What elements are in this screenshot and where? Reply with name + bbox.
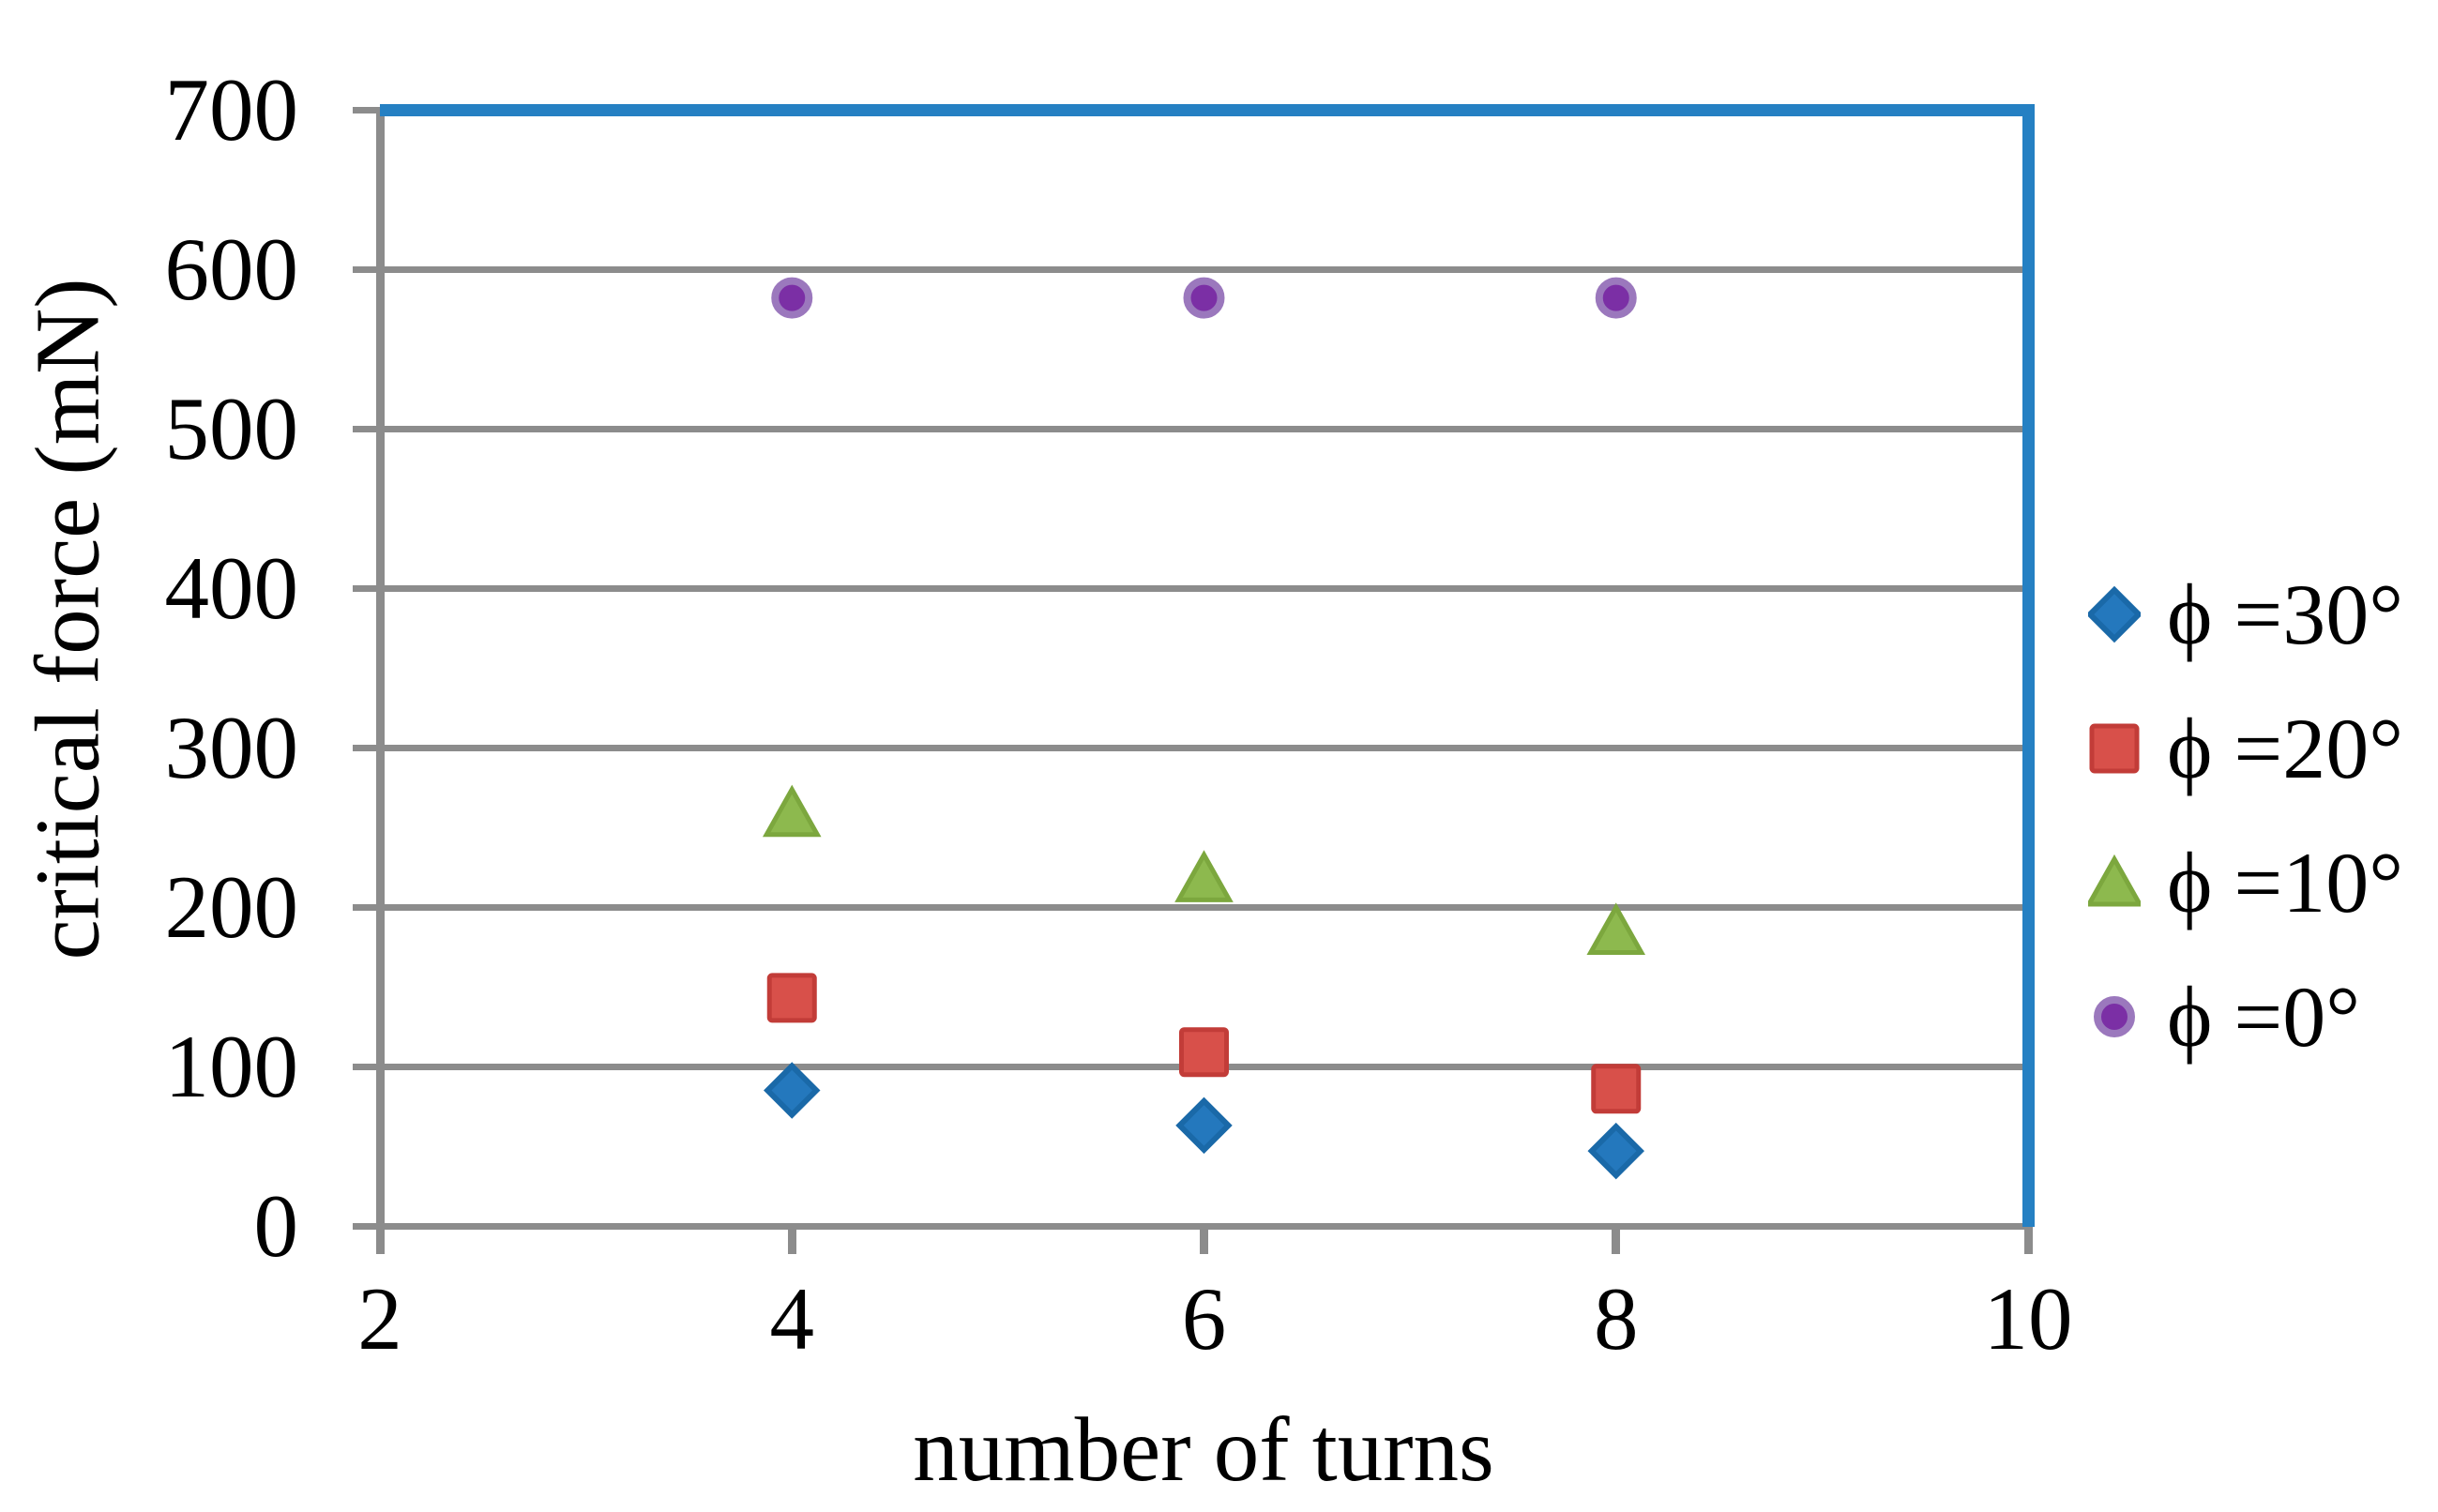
legend-item: ϕ =30° (2088, 562, 2403, 667)
y-tick-label: 700 (164, 60, 299, 159)
diamond-marker (2088, 585, 2141, 643)
gridline-y-500 (380, 425, 2028, 432)
gridline-y-600 (380, 265, 2028, 273)
diamond-marker (764, 1062, 821, 1119)
circle-marker (771, 277, 813, 319)
diamond-marker (1175, 1096, 1233, 1155)
square-marker (1591, 1064, 1642, 1114)
y-tick-mark (353, 425, 381, 432)
x-tick-label: 6 (1181, 1269, 1227, 1368)
plot-border-top (380, 103, 2035, 116)
y-tick-label: 400 (164, 538, 299, 638)
legend-label: ϕ =0° (2167, 969, 2361, 1065)
legend-label: ϕ =30° (2167, 567, 2404, 662)
legend-marker-square (2089, 723, 2140, 774)
y-tick-label: 600 (164, 219, 299, 319)
plot-border-right (2022, 103, 2035, 1227)
y-axis-line (375, 110, 385, 1254)
legend-marker-diamond (2088, 585, 2141, 643)
legend-item: ϕ =0° (2088, 964, 2360, 1069)
y-tick-mark (353, 744, 381, 751)
diamond-marker (1587, 1122, 1644, 1180)
x-tick-mark (787, 1226, 796, 1254)
x-tick-label: 2 (357, 1269, 402, 1368)
triangle-marker (1586, 902, 1646, 955)
legend-marker-triangle (2088, 854, 2141, 907)
square-marker (2089, 723, 2140, 774)
x-tick-label: 8 (1594, 1269, 1639, 1368)
legend-marker-circle (2094, 996, 2135, 1037)
gridline-y-400 (380, 584, 2028, 592)
circle-marker (1595, 277, 1637, 319)
circle-marker (2094, 996, 2135, 1037)
triangle-marker (762, 784, 822, 838)
x-tick-mark (2023, 1226, 2033, 1254)
x-axis-line (355, 1222, 2028, 1230)
legend-item: ϕ =20° (2088, 696, 2403, 801)
y-tick-label: 300 (164, 698, 299, 797)
x-tick-mark (1200, 1226, 1208, 1254)
x-tick-mark (1612, 1226, 1621, 1254)
circle-marker (1183, 277, 1225, 319)
triangle-marker (2088, 854, 2141, 907)
y-tick-mark (353, 903, 381, 911)
square-marker (1179, 1027, 1229, 1078)
x-axis-title: number of turns (913, 1399, 1494, 1500)
square-marker (766, 973, 817, 1023)
y-tick-mark (353, 106, 381, 113)
legend-label: ϕ =10° (2167, 835, 2404, 930)
triangle-marker (1174, 850, 1234, 902)
y-tick-label: 200 (164, 857, 299, 957)
gridline-y-300 (380, 744, 2028, 751)
y-tick-mark (353, 584, 381, 592)
y-tick-label: 100 (164, 1017, 299, 1116)
y-tick-label: 500 (164, 379, 299, 478)
y-tick-label: 0 (253, 1176, 299, 1276)
y-tick-mark (353, 1063, 381, 1070)
legend-item: ϕ =10° (2088, 830, 2403, 935)
y-tick-mark (353, 1222, 381, 1230)
y-tick-mark (353, 265, 381, 273)
x-tick-label: 10 (1983, 1269, 2073, 1368)
legend-label: ϕ =20° (2167, 701, 2404, 796)
gridline-y-200 (380, 903, 2028, 911)
x-tick-label: 4 (769, 1269, 815, 1368)
